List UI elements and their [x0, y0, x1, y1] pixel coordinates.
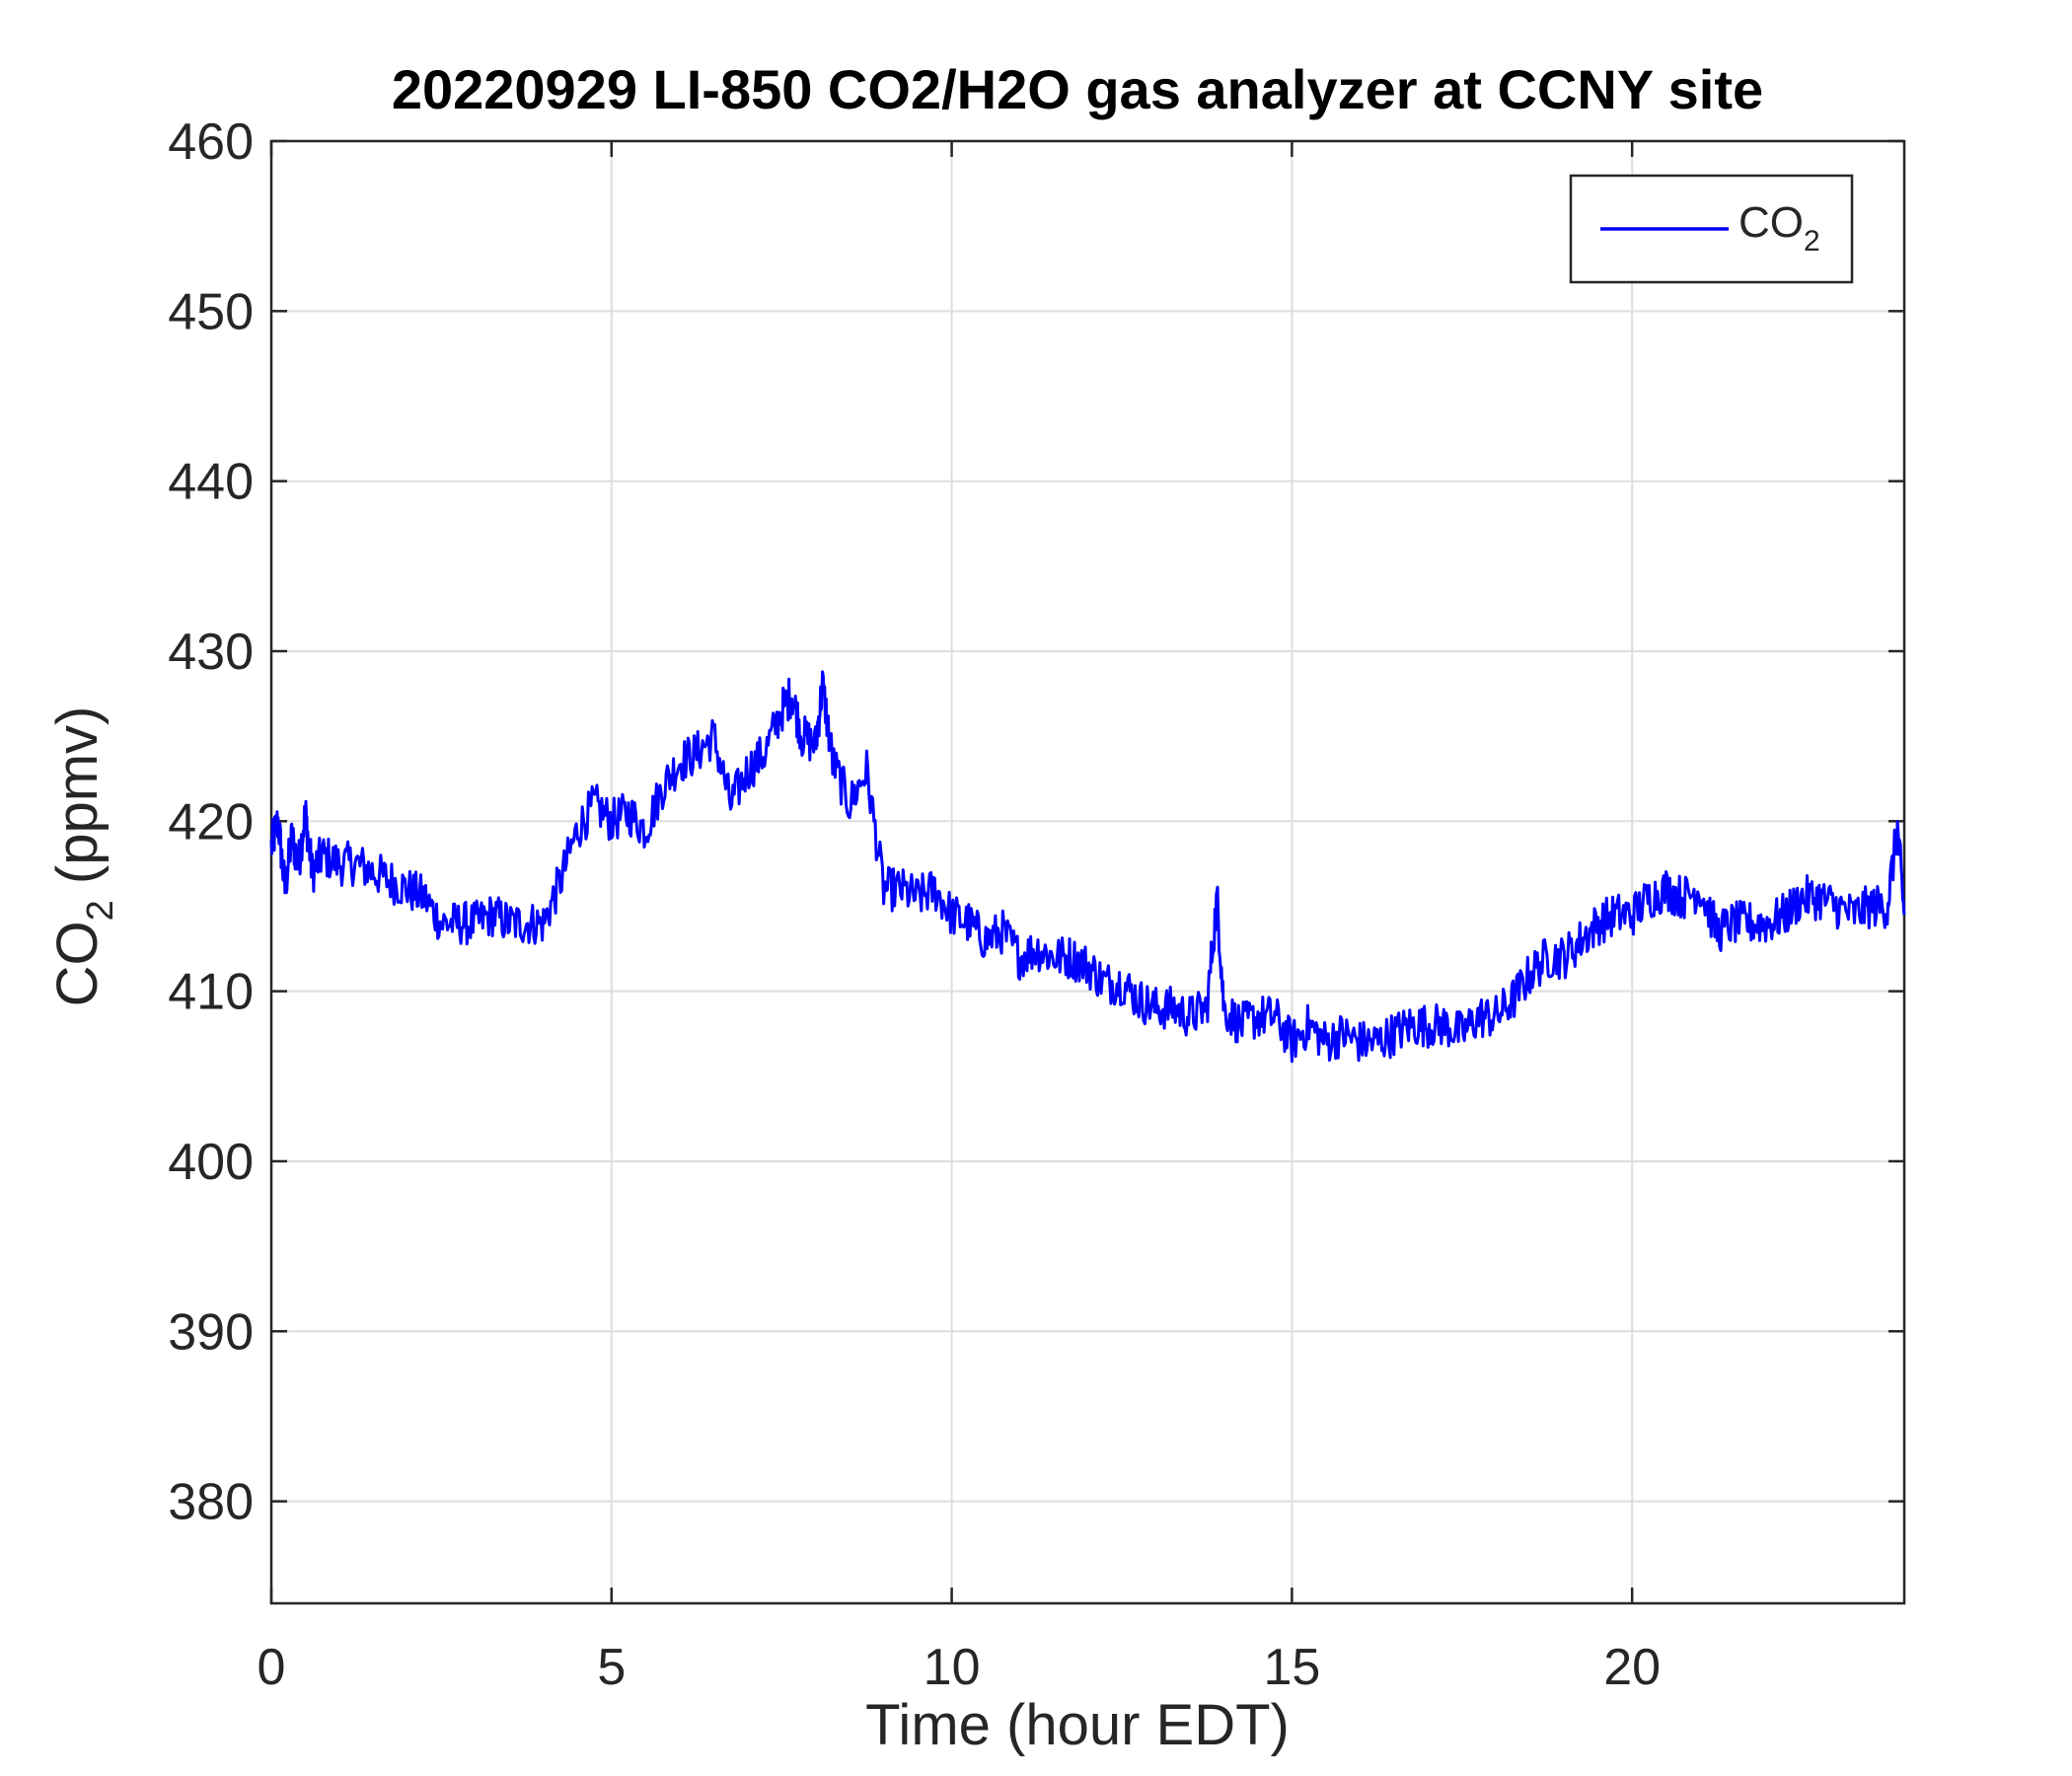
y-axis-label-main: CO: [45, 921, 110, 1006]
y-tick-label: 390: [168, 1303, 254, 1361]
y-tick-label: 420: [168, 793, 254, 851]
x-tick-label: 0: [258, 1639, 286, 1696]
y-tick-label: 430: [168, 624, 254, 681]
legend-entry-co2: CO2: [1739, 198, 1820, 258]
x-axis-ticks: 0 5 10 15 20: [258, 141, 1661, 1696]
legend-entry-sub: 2: [1804, 225, 1820, 258]
x-tick-label: 5: [597, 1639, 626, 1696]
y-tick-label: 400: [168, 1134, 254, 1191]
legend-entry-main: CO: [1739, 198, 1804, 247]
legend: CO2: [1569, 174, 1854, 284]
y-tick-label: 440: [168, 454, 254, 511]
y-axis-label: CO2 (ppmv): [45, 706, 121, 1007]
series-line-co2: [269, 670, 1906, 1064]
plot-area-frame: [269, 139, 1906, 1605]
axes-box: [269, 139, 1906, 1605]
y-axis-label-unit: (ppmv): [45, 706, 110, 901]
grid-lines: [270, 140, 1904, 1603]
x-axis-label: Time (hour EDT): [865, 1693, 1290, 1757]
y-tick-label: 410: [168, 964, 254, 1021]
y-tick-label: 380: [168, 1474, 254, 1531]
y-axis-label-sub: 2: [80, 900, 121, 921]
y-axis-ticks: 380 390 400 410 420 430 440 450 460: [168, 113, 1904, 1531]
x-tick-label: 15: [1263, 1639, 1320, 1696]
series-group: [269, 670, 1906, 1064]
y-tick-label: 450: [168, 283, 254, 340]
x-tick-label: 10: [924, 1639, 981, 1696]
y-tick-label: 460: [168, 113, 254, 171]
x-tick-label: 20: [1603, 1639, 1661, 1696]
chart-title: 20220929 LI-850 CO2/H2O gas analyzer at …: [392, 58, 1763, 120]
